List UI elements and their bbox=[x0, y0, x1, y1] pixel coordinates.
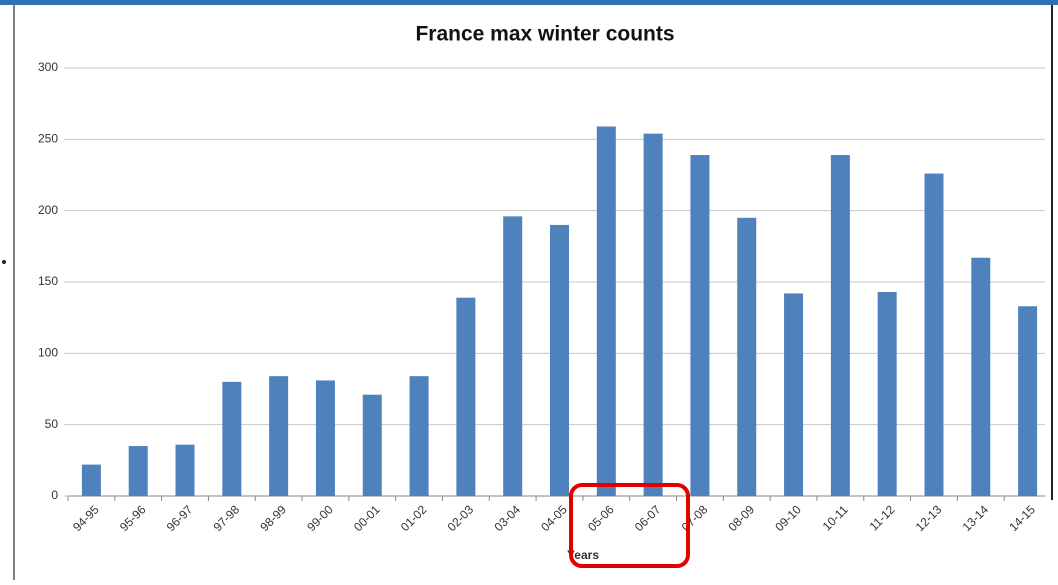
bar bbox=[737, 217, 757, 497]
bar bbox=[596, 126, 616, 496]
x-tick-label: 03-04 bbox=[491, 502, 523, 534]
chart-title: France max winter counts bbox=[415, 23, 674, 46]
bar bbox=[128, 446, 148, 496]
bar bbox=[503, 216, 523, 496]
x-axis-label: Years bbox=[567, 548, 599, 562]
bar bbox=[81, 464, 101, 496]
bar bbox=[222, 381, 242, 496]
highlight-box bbox=[569, 483, 690, 568]
bar bbox=[971, 257, 991, 496]
x-tick-label: 14-15 bbox=[1006, 502, 1038, 534]
y-tick-label: 100 bbox=[38, 346, 58, 360]
x-tick-label: 02-03 bbox=[445, 502, 477, 534]
x-tick-label: 08-09 bbox=[725, 502, 757, 534]
top-border bbox=[0, 0, 1058, 5]
y-tick-label: 300 bbox=[38, 60, 58, 74]
y-tick-label: 200 bbox=[38, 203, 58, 217]
bar bbox=[362, 394, 382, 496]
x-tick-label: 13-14 bbox=[960, 502, 992, 534]
bar bbox=[877, 291, 897, 496]
x-tick-label: 10-11 bbox=[820, 502, 851, 533]
x-tick-label: 11-12 bbox=[867, 502, 898, 533]
x-tick-label: 04-05 bbox=[538, 502, 570, 534]
bar bbox=[409, 376, 429, 496]
bar bbox=[315, 380, 335, 496]
bar bbox=[175, 444, 195, 496]
x-tick-label: 01-02 bbox=[398, 502, 430, 534]
bar bbox=[550, 224, 569, 496]
bar bbox=[830, 155, 850, 496]
bar bbox=[690, 155, 710, 496]
y-tick-label: 250 bbox=[38, 132, 58, 146]
y-tick-label: 0 bbox=[51, 488, 58, 502]
y-tick-label: 150 bbox=[38, 274, 58, 288]
x-tick-label: 05-06 bbox=[585, 502, 617, 534]
x-tick-label: 96-97 bbox=[164, 502, 196, 534]
bar bbox=[269, 376, 289, 496]
x-tick-label: 97-98 bbox=[211, 502, 243, 534]
x-tick-label: 09-10 bbox=[772, 502, 804, 534]
y-tick-label: 50 bbox=[45, 417, 59, 431]
x-tick-label: 00-01 bbox=[351, 502, 383, 534]
bar bbox=[456, 297, 476, 496]
x-tick-label: 98-99 bbox=[257, 502, 289, 534]
x-tick-label: 06-07 bbox=[632, 502, 664, 534]
x-tick-label: 12-13 bbox=[913, 502, 945, 534]
bar bbox=[784, 293, 804, 496]
x-tick-label: 95-96 bbox=[117, 502, 149, 534]
x-tick-label: 94-95 bbox=[70, 502, 102, 534]
bar bbox=[924, 173, 944, 496]
bar bbox=[643, 133, 663, 497]
bar bbox=[1018, 306, 1038, 496]
x-tick-label: 07-08 bbox=[679, 502, 711, 534]
x-tick-label: 99-00 bbox=[304, 502, 336, 534]
dot bbox=[2, 260, 6, 264]
